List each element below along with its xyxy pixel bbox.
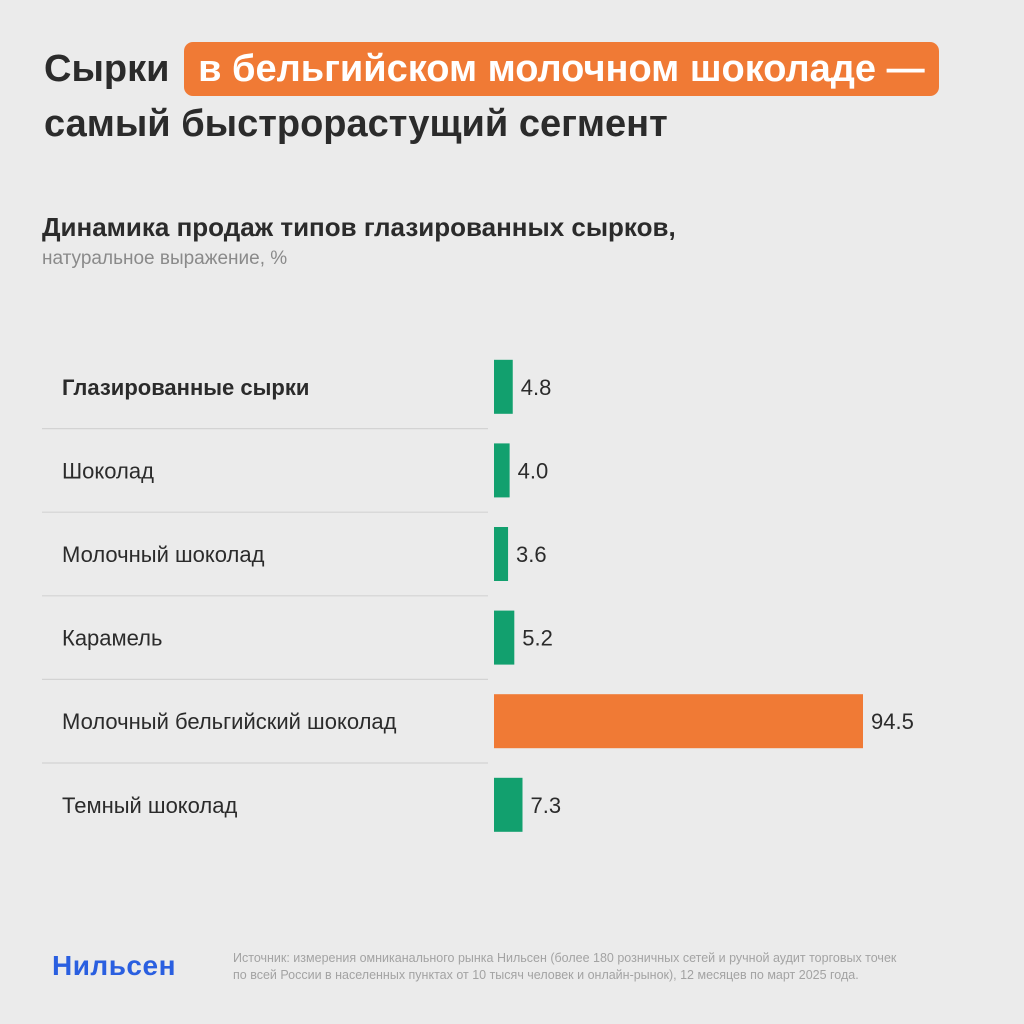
nielsen-logo: Нильсен [52,950,176,981]
category-label: Молочный бельгийский шоколад [62,709,397,734]
bar [494,443,510,498]
category-label: Темный шоколад [62,793,238,818]
category-label: Карамель [62,626,162,651]
category-label: Шоколад [62,458,154,483]
chart-title: Динамика продаж типов глазированных сырк… [42,212,676,242]
value-label: 3.6 [516,542,547,567]
bar [494,610,515,665]
bar [494,694,863,749]
value-label: 4.0 [518,458,549,483]
source-note: Источник: измерения омниканального рынка… [233,950,993,984]
headline-part-1: Сырки [44,48,170,90]
source-line-1: Источник: измерения омниканального рынка… [233,951,897,965]
bar [494,777,523,832]
bar [494,527,509,581]
value-label: 7.3 [531,793,562,818]
category-label: Глазированные сырки [62,375,309,400]
value-label: 4.8 [521,375,552,400]
chart-subtitle: натуральное выражение, % [42,248,288,269]
headline-line-2: самый быстрорастущий сегмент [44,103,668,145]
value-label: 5.2 [522,626,553,651]
category-label: Молочный шоколад [62,542,265,567]
bar [494,359,513,414]
headline-line-1: Сырки в бельгийском молочном шоколаде — [44,42,1004,98]
headline-highlight: в бельгийском молочном шоколаде — [184,42,939,96]
value-label: 94.5 [871,709,914,734]
source-line-2: по всей России в населенных пунктах от 1… [233,968,859,982]
headline: Сырки в бельгийском молочном шоколаде — … [44,42,1004,154]
